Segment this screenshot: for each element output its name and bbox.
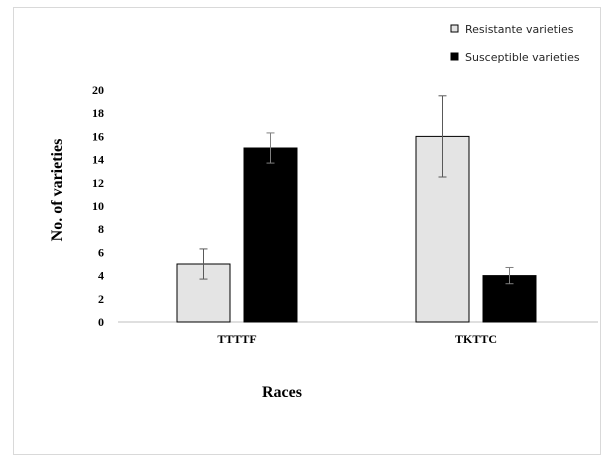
y-tick-label: 16 (92, 129, 104, 143)
legend: Resistante varieties Susceptible varietie… (450, 23, 580, 64)
legend-label: Susceptible varieties (465, 51, 580, 64)
y-tick-label: 4 (98, 269, 104, 283)
y-tick-label: 6 (98, 245, 104, 259)
x-category-label: TKTTC (455, 332, 497, 346)
y-axis-title: No. of varieties (49, 139, 66, 242)
x-category-label: TTTTF (217, 332, 256, 346)
y-tick-label: 0 (98, 315, 104, 329)
bars-group (176, 135, 537, 323)
y-tick-label: 20 (92, 83, 104, 97)
legend-swatch-resistant (450, 24, 459, 33)
x-axis-categories: TTTTF TKTTC (217, 332, 497, 346)
y-axis-ticks: 0 2 4 6 8 10 12 14 16 18 20 (92, 83, 104, 329)
legend-label: Resistante varieties (465, 23, 574, 36)
x-axis-title: Races (262, 384, 302, 401)
y-tick-label: 10 (92, 199, 104, 213)
y-tick-label: 18 (92, 106, 104, 120)
y-tick-label: 14 (92, 153, 104, 167)
bar-TTTTF-susceptible (243, 147, 298, 323)
y-tick-label: 12 (92, 176, 104, 190)
error-bars-group (199, 95, 514, 285)
y-tick-label: 2 (98, 292, 104, 306)
y-tick-label: 8 (98, 222, 104, 236)
chart-frame (13, 7, 601, 455)
legend-swatch-susceptible (450, 52, 459, 61)
